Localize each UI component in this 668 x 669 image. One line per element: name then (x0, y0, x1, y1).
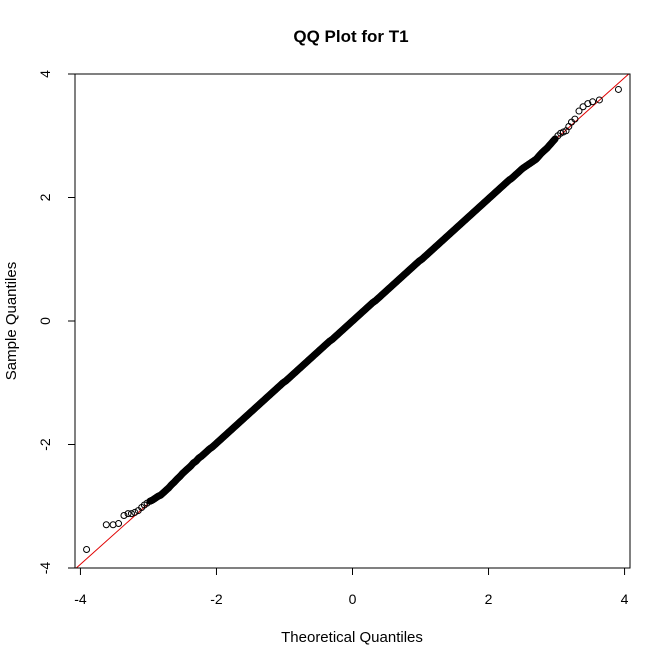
y-tick-label: 4 (37, 70, 53, 78)
x-tick-label: 2 (485, 591, 493, 607)
data-point (579, 103, 587, 111)
chart-title: QQ Plot for T1 (293, 27, 408, 46)
x-axis: -4 -2 0 2 4 (74, 568, 629, 607)
x-tick-label: -2 (210, 591, 223, 607)
data-point (589, 98, 597, 106)
x-tick-label: 4 (621, 591, 629, 607)
data-point (584, 100, 592, 108)
data-point (565, 122, 573, 130)
data-point (83, 545, 91, 553)
y-tick-label: 2 (37, 193, 53, 201)
data-point (595, 96, 603, 104)
data-point (120, 512, 128, 520)
x-tick-label: -4 (74, 591, 87, 607)
data-point (614, 85, 622, 93)
y-tick-label: -2 (37, 438, 53, 451)
data-point (131, 508, 139, 516)
data-point (575, 107, 583, 115)
data-point (571, 115, 579, 123)
x-tick-label: 0 (349, 591, 357, 607)
y-axis-title: Sample Quantiles (3, 262, 20, 380)
data-points-layer (83, 85, 622, 553)
x-axis-title: Theoretical Quantiles (281, 629, 423, 646)
data-point (115, 520, 123, 528)
y-axis: -4 -2 0 2 4 (37, 70, 75, 574)
y-tick-label: -4 (37, 562, 53, 575)
data-point (124, 510, 132, 518)
y-tick-label: 0 (37, 317, 53, 325)
data-point (127, 510, 135, 518)
data-point (102, 521, 110, 529)
